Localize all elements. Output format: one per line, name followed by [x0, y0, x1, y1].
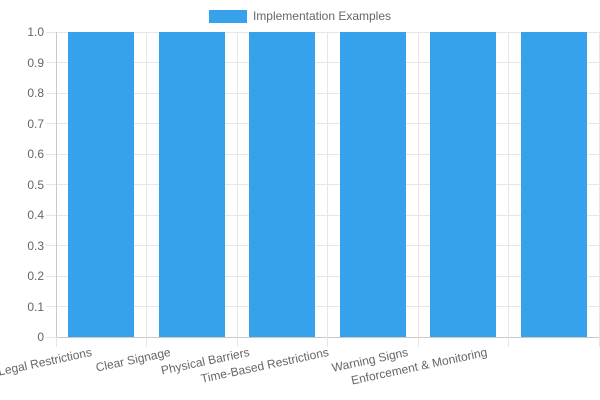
y-tick-mark [46, 31, 56, 33]
chart-legend[interactable]: Implementation Examples [0, 9, 600, 23]
x-tick-mark [417, 337, 419, 347]
bar[interactable] [249, 32, 316, 337]
y-tick-mark [46, 62, 56, 63]
y-tick-mark [46, 336, 56, 338]
x-tick-mark [55, 337, 57, 347]
x-gridline [55, 32, 57, 337]
legend-swatch [208, 9, 247, 23]
y-tick-label: 0 [37, 330, 44, 344]
y-tick-mark [46, 184, 56, 185]
y-tick-mark [46, 153, 56, 155]
y-tick-label: 0.1 [27, 299, 44, 314]
x-tick-label: Legal Restrictions [0, 345, 93, 379]
bar[interactable] [68, 32, 135, 337]
y-tick-label: 0.9 [27, 55, 44, 70]
y-tick-mark [46, 123, 56, 124]
y-tick-label: 0.8 [27, 86, 44, 100]
y-tick-label: 0.5 [27, 177, 44, 192]
y-tick-mark [46, 92, 56, 94]
x-tick-mark [508, 337, 509, 347]
y-tick-label: 0.4 [27, 208, 44, 222]
y-tick-mark [46, 245, 56, 246]
bar[interactable] [339, 32, 406, 337]
x-gridline [417, 32, 419, 337]
x-tick-mark [146, 337, 147, 347]
x-gridline [236, 32, 238, 337]
x-gridline [508, 32, 509, 337]
bar[interactable] [430, 32, 497, 337]
x-tick-mark [236, 337, 238, 347]
y-tick-label: 1.0 [27, 25, 44, 39]
y-tick-label: 0.3 [27, 238, 44, 253]
x-gridline [327, 32, 328, 337]
x-tick-mark [598, 337, 600, 347]
bar[interactable] [158, 32, 225, 337]
bar[interactable] [520, 32, 587, 337]
y-tick-label: 0.2 [27, 269, 44, 283]
legend-label: Implementation Examples [252, 9, 392, 23]
y-tick-label: 0.7 [27, 116, 44, 131]
x-gridline [598, 32, 600, 337]
y-tick-label: 0.6 [27, 147, 44, 161]
x-gridline [146, 32, 147, 337]
y-tick-mark [46, 275, 56, 277]
y-tick-mark [46, 214, 56, 216]
y-tick-mark [46, 306, 56, 307]
x-tick-mark [327, 337, 328, 347]
